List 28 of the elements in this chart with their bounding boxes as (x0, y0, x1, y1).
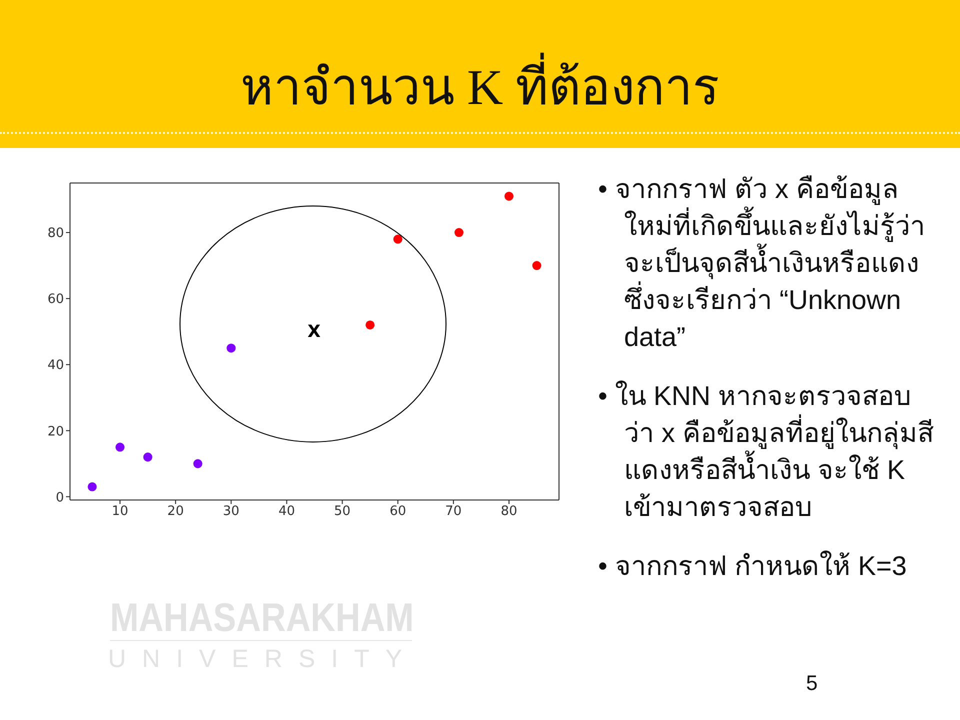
x-tick-label: 80 (500, 504, 518, 520)
text: • จากกราฟ ตัว x คือข้อมูลใหม่ที่เกิดขึ้นและยังไม่รู้ว่าจะเป็นจุดสีน้ำเงินหรือแดงซึ่งจะเรียกว่า “Unknown data” (598, 174, 925, 352)
text: • ใน KNN หากจะตรวจสอบว่า x คือข้อมูลที่อยู่ในกลุ่มสีแดงหรือสีน้ำเงิน จะใช้ K เข้ามาตรวจสอบ (598, 381, 934, 522)
x-tick-label: 40 (278, 504, 295, 520)
x-tick-label: 30 (222, 504, 240, 520)
point (393, 234, 402, 244)
point (115, 442, 125, 452)
y-tick-label: 20 (47, 424, 64, 440)
annotation: X (307, 322, 321, 342)
text: • จากกราฟ กำหนดให้ K=3 (598, 551, 907, 581)
point (226, 344, 236, 353)
x-tick-label: 10 (112, 504, 128, 520)
point (366, 320, 375, 330)
text: 5 (806, 672, 818, 695)
point (143, 452, 152, 462)
y-tick-label: 0 (56, 490, 64, 506)
point (193, 459, 202, 468)
x-tick-label: 60 (390, 504, 406, 520)
x-tick-label: 70 (445, 504, 462, 520)
point (454, 228, 464, 238)
y-tick-label: 40 (47, 358, 64, 374)
point (504, 192, 514, 201)
point (88, 482, 97, 492)
point (532, 261, 542, 270)
x-tick-label: 50 (334, 504, 351, 520)
y-tick-label: 80 (47, 226, 64, 242)
x-tick-label: 20 (167, 504, 184, 520)
y-tick-label: 60 (47, 292, 64, 308)
